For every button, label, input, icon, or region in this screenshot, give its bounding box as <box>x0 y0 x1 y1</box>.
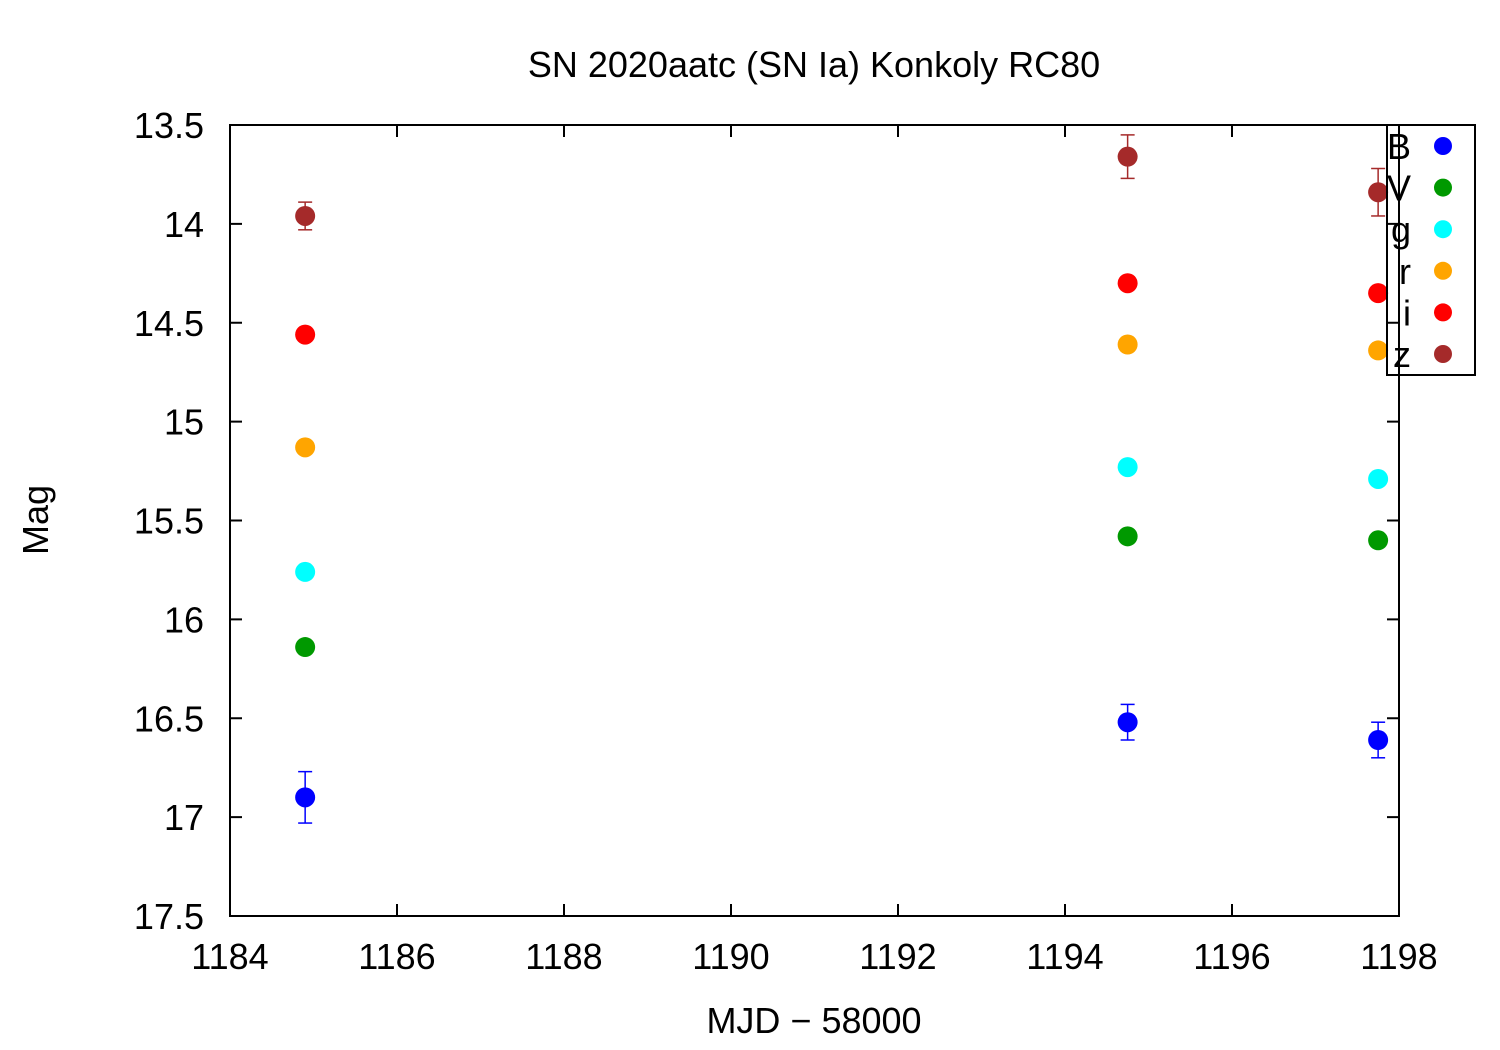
point-r <box>295 437 316 458</box>
data-points <box>295 134 1389 824</box>
x-tick-label: 1190 <box>692 936 769 977</box>
point-b <box>1368 730 1389 751</box>
legend-label-z: z <box>1393 334 1411 375</box>
legend-label-i: i <box>1403 292 1411 333</box>
x-tick-label: 1188 <box>525 936 602 977</box>
legend-box <box>1386 124 1476 376</box>
legend-marker-i <box>1434 303 1452 322</box>
point-i <box>1117 273 1138 294</box>
point-z <box>295 205 316 226</box>
point-z <box>1368 182 1389 203</box>
legend-marker-v <box>1434 178 1452 197</box>
point-r <box>1368 340 1389 361</box>
legend-marker-b <box>1434 137 1452 155</box>
y-tick-label: 13.5 <box>134 105 204 146</box>
point-g <box>1368 468 1389 489</box>
legend-label-r: r <box>1399 251 1411 292</box>
point-g <box>1117 457 1138 478</box>
plot-area-frame <box>229 124 1400 917</box>
x-tick-label: 1198 <box>1360 936 1437 977</box>
x-tick-label: 1184 <box>191 936 268 977</box>
point-b <box>1117 712 1138 733</box>
x-axis: 1184 1186 1188 1190 1192 1194 1196 1198 <box>191 125 1438 977</box>
legend-marker-z <box>1434 345 1452 363</box>
x-axis-label: MJD − 58000 <box>706 1000 921 1041</box>
legend-label-g: g <box>1391 209 1411 250</box>
y-tick-label: 17 <box>164 797 204 838</box>
point-i <box>1368 283 1389 304</box>
point-v <box>1368 530 1389 551</box>
y-tick-label: 16.5 <box>134 698 204 739</box>
point-v <box>295 637 316 658</box>
y-axis: 13.5 14 14.5 15 15.5 16 16.5 17 17.5 <box>134 105 1399 937</box>
point-b <box>295 787 316 808</box>
y-axis-label: Mag <box>15 485 56 555</box>
x-tick-label: 1194 <box>1026 936 1103 977</box>
legend-label-b: B <box>1387 126 1411 167</box>
y-tick-label: 16 <box>164 599 204 640</box>
point-i <box>295 324 316 345</box>
x-tick-label: 1196 <box>1193 936 1270 977</box>
point-z <box>1117 146 1138 167</box>
y-tick-label: 15 <box>164 402 204 443</box>
x-tick-label: 1192 <box>859 936 936 977</box>
chart-title: SN 2020aatc (SN Ia) Konkoly RC80 <box>528 44 1100 85</box>
y-tick-label: 17.5 <box>134 896 204 937</box>
point-r <box>1117 334 1138 355</box>
x-tick-label: 1186 <box>358 936 435 977</box>
point-g <box>295 561 316 582</box>
legend-marker-r <box>1434 261 1452 280</box>
y-tick-label: 14 <box>164 204 204 245</box>
y-tick-label: 15.5 <box>134 501 204 542</box>
legend-label-v: V <box>1387 168 1411 209</box>
y-tick-label: 14.5 <box>134 303 204 344</box>
legend-marker-g <box>1434 220 1452 239</box>
point-v <box>1117 526 1138 547</box>
